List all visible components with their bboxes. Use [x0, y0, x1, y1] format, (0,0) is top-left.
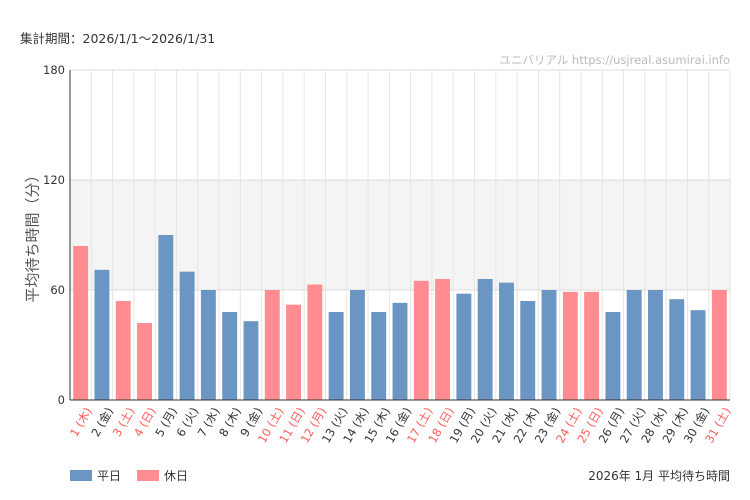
- bar-day-12[interactable]: [307, 284, 323, 401]
- grid-band: [70, 180, 730, 290]
- bar-day-1[interactable]: [73, 246, 89, 400]
- bar-day-21[interactable]: [499, 282, 514, 400]
- bar-day-20[interactable]: [477, 279, 493, 400]
- bar-day-30[interactable]: [690, 310, 706, 400]
- bar-day-8[interactable]: [222, 312, 238, 400]
- bar-day-4[interactable]: [137, 323, 152, 400]
- legend-swatch-weekday: [70, 470, 92, 481]
- chart-caption: 2026年 1月 平均待ち時間: [588, 469, 730, 483]
- bar-day-24[interactable]: [562, 291, 578, 400]
- legend-label-weekday: 平日: [97, 469, 122, 483]
- bar-day-2[interactable]: [94, 269, 110, 400]
- y-tick-label: 0: [58, 393, 65, 407]
- bar-day-14[interactable]: [349, 290, 365, 400]
- bar-day-27[interactable]: [626, 290, 642, 400]
- bar-day-23[interactable]: [541, 290, 557, 400]
- y-tick-label: 180: [43, 63, 65, 77]
- collection-period: 集計期間：2026/1/1～2026/1/31: [20, 31, 216, 46]
- bar-day-22[interactable]: [520, 301, 536, 400]
- bar-day-18[interactable]: [435, 279, 451, 400]
- bar-day-7[interactable]: [200, 290, 216, 400]
- bar-day-31[interactable]: [711, 290, 727, 400]
- bar-day-19[interactable]: [456, 293, 472, 400]
- bar-day-5[interactable]: [158, 235, 174, 400]
- site-credit: ユニバリアル https://usjreal.asumirai.info: [499, 53, 730, 67]
- bar-day-3[interactable]: [115, 301, 131, 400]
- bar-day-16[interactable]: [392, 302, 408, 400]
- bar-day-15[interactable]: [371, 312, 387, 400]
- bar-day-10[interactable]: [264, 290, 280, 400]
- legend-swatch-holiday: [137, 470, 160, 481]
- legend-label-holiday: 休日: [164, 469, 189, 483]
- bar-day-9[interactable]: [243, 321, 259, 400]
- bar-day-25[interactable]: [584, 291, 600, 400]
- legend-item-weekday[interactable]: 平日: [70, 467, 121, 484]
- bar-day-6[interactable]: [179, 271, 195, 400]
- bar-day-11[interactable]: [286, 304, 301, 400]
- chart-legend: 平日 休日: [70, 467, 204, 484]
- bar-day-17[interactable]: [413, 280, 429, 400]
- y-tick-label: 60: [50, 283, 65, 297]
- y-tick-label: 120: [43, 173, 65, 187]
- bar-day-26[interactable]: [605, 312, 621, 400]
- bar-day-28[interactable]: [648, 290, 663, 400]
- legend-item-holiday[interactable]: 休日: [137, 467, 188, 484]
- bar-day-29[interactable]: [669, 299, 685, 400]
- bar-day-13[interactable]: [328, 312, 344, 400]
- y-axis-label: 平均待ち時間（分）: [24, 167, 42, 302]
